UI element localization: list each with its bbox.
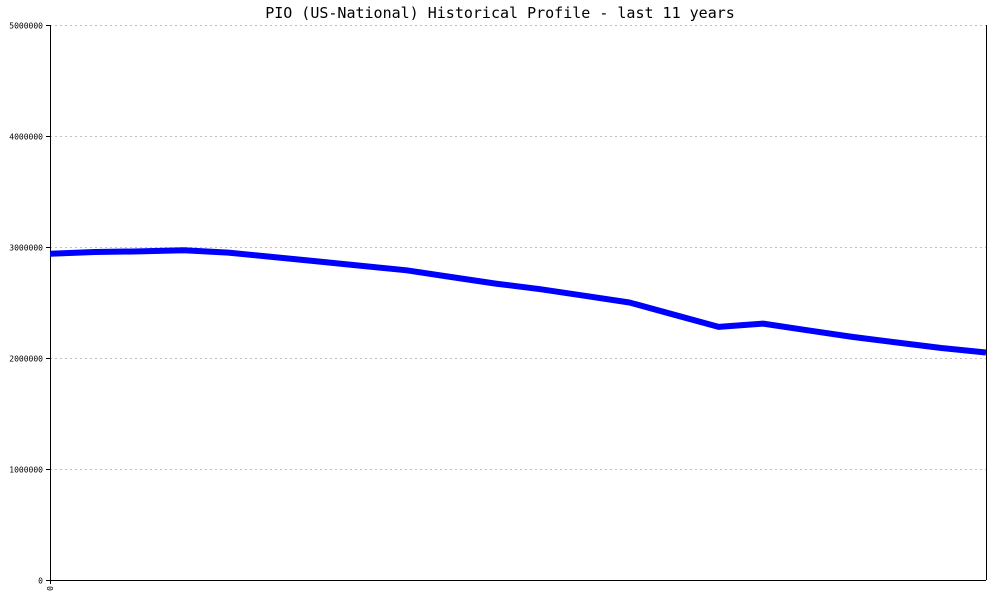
y-tick-label: 2000000 xyxy=(9,355,43,364)
y-tick-label: 1000000 xyxy=(9,466,43,475)
axes-layer xyxy=(46,25,987,584)
y-tick-label: 0 xyxy=(38,577,43,586)
grid-layer xyxy=(50,25,986,470)
series-line xyxy=(49,247,987,356)
chart-title: PIO (US-National) Historical Profile - l… xyxy=(265,4,735,22)
y-tick-label: 4000000 xyxy=(9,133,43,142)
x-tick-label: 0 xyxy=(46,586,55,591)
ticks-layer: 0 1000000 2000000 3000000 4000000 5000000 0 xyxy=(9,22,55,591)
series-layer xyxy=(49,247,987,356)
y-tick-label: 3000000 xyxy=(9,244,43,253)
y-tick-label: 5000000 xyxy=(9,22,43,31)
